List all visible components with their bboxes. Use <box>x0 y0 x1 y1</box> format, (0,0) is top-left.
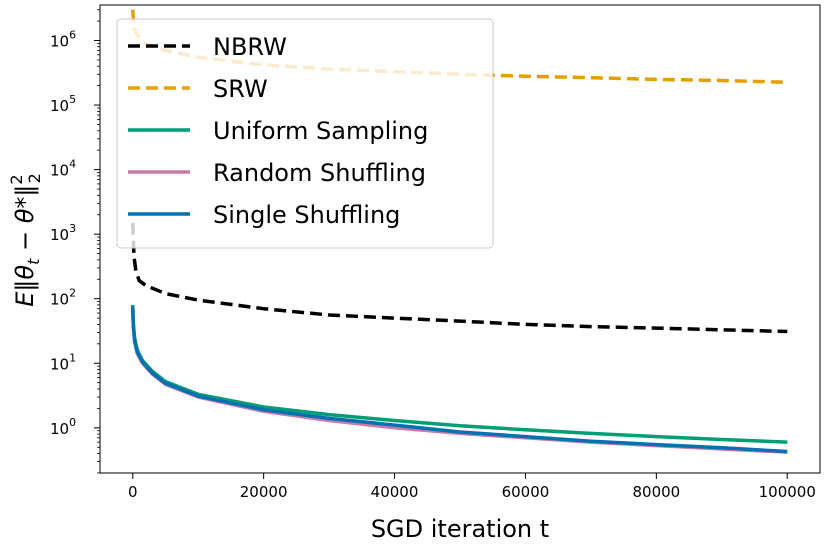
y-axis-label-subscript: 2 <box>25 173 44 183</box>
y-tick-label: 105 <box>50 93 76 115</box>
legend-label: NBRW <box>213 33 287 61</box>
y-tick-label: 103 <box>50 222 76 244</box>
series-line-single-shuffling <box>130 306 788 454</box>
y-tick-label: 101 <box>50 351 76 373</box>
legend: NBRW SRW Uniform Sampling Random Shuffling S… <box>116 18 494 249</box>
y-axis-label: E‖θt − θ*‖22 <box>7 173 44 307</box>
legend-label: Uniform Sampling <box>213 117 428 145</box>
y-tick-label: 106 <box>50 29 76 51</box>
legend-label: SRW <box>213 75 268 103</box>
y-tick-label: 100 <box>50 416 76 438</box>
x-tick-label: 100000 <box>759 483 816 501</box>
series-line-nbrw <box>130 222 788 334</box>
y-tick-label: 104 <box>50 158 76 180</box>
series-line-uniform-sampling <box>130 304 788 444</box>
legend-label: Single Shuffling <box>213 201 400 229</box>
legend-box <box>116 18 494 249</box>
y-axis-label-main: E‖θ <box>11 265 39 307</box>
x-tick-label: 60000 <box>502 483 550 501</box>
plot-frame <box>99 4 821 474</box>
y-axis-label-subscript-t: t <box>24 258 43 265</box>
legend-label: Random Shuffling <box>213 159 426 187</box>
x-tick-label: 80000 <box>633 483 681 501</box>
x-tick-label: 20000 <box>240 483 288 501</box>
y-axis: 100 101 102 103 104 105 106 <box>50 9 100 474</box>
x-tick-label: 40000 <box>371 483 419 501</box>
x-axis: 0 20000 40000 60000 80000 100000 <box>128 473 816 501</box>
y-axis-label-rest: − θ*‖ <box>11 185 39 259</box>
x-tick-label: 0 <box>128 483 138 501</box>
x-axis-label: SGD iteration t <box>371 515 549 543</box>
y-axis-label-superscript: 2 <box>7 174 26 184</box>
y-tick-label: 102 <box>50 287 76 309</box>
